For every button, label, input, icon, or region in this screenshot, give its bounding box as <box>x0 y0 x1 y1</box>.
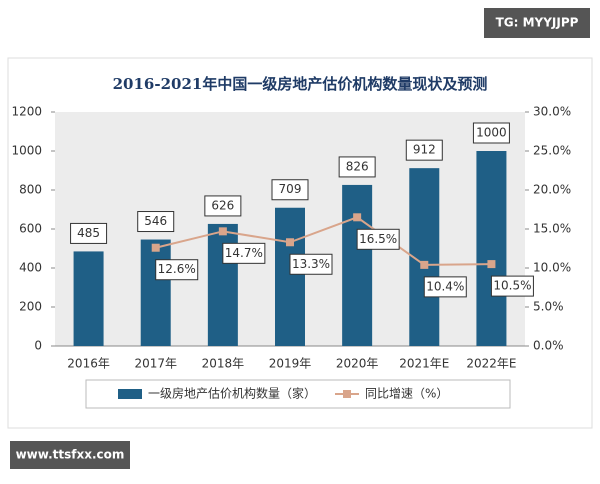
y-tick-label: 600 <box>19 222 42 236</box>
label-box <box>405 139 443 161</box>
bar <box>342 184 373 346</box>
marker <box>218 227 227 236</box>
label-box <box>271 179 309 201</box>
y2-tick-label: 15.0% <box>533 222 571 236</box>
data-label: 12.6% <box>158 262 196 276</box>
label-box <box>490 275 534 297</box>
data-label: 546 <box>144 214 167 228</box>
label-box <box>70 222 108 244</box>
y2-tick-label: 25.0% <box>533 144 571 158</box>
label-box <box>155 259 199 281</box>
x-tick-label: 2022年E <box>466 357 516 371</box>
label-box <box>222 242 266 264</box>
legend-box <box>85 379 511 409</box>
data-label: 13.3% <box>292 257 330 271</box>
label-box <box>423 276 467 298</box>
y-tick-label: 800 <box>19 183 42 197</box>
watermark: TG: MYYJJPP <box>496 16 579 30</box>
marker <box>151 243 160 252</box>
legend-swatch <box>118 389 142 399</box>
data-label: 626 <box>211 198 234 212</box>
y2-tick-label: 30.0% <box>533 105 571 119</box>
data-label: 485 <box>77 226 100 240</box>
legend-swatch <box>343 390 351 398</box>
y2-tick-label: 5.0% <box>533 300 564 314</box>
x-tick-label: 2018年 <box>202 357 245 371</box>
y-tick-label: 0 <box>34 339 42 353</box>
y2-tick-label: 20.0% <box>533 183 571 197</box>
data-label: 709 <box>279 182 302 196</box>
data-label: 912 <box>413 143 436 157</box>
legend-label: 一级房地产估价机构数量（家） <box>148 386 316 401</box>
x-tick-label: 2020年 <box>336 357 379 371</box>
bar <box>73 251 104 346</box>
watermark-box <box>10 441 130 469</box>
marker <box>487 260 496 269</box>
y-tick-label: 1200 <box>11 105 42 119</box>
x-tick-label: 2016年 <box>67 357 110 371</box>
label-box <box>204 195 242 217</box>
watermark-box <box>484 8 590 38</box>
data-label: 10.4% <box>426 279 464 293</box>
marker <box>286 238 294 247</box>
data-label: 826 <box>346 159 369 173</box>
line <box>155 216 492 266</box>
label-box <box>472 122 510 144</box>
legend-label: 同比增速（%） <box>365 387 448 401</box>
y2-tick-label: 0.0% <box>533 339 564 353</box>
bar <box>275 207 305 346</box>
marker <box>420 260 429 269</box>
label-box <box>338 156 376 178</box>
label-box <box>356 228 400 250</box>
data-label: 14.7% <box>225 246 263 260</box>
y2-tick-label: 10.0% <box>533 261 571 275</box>
data-label: 10.5% <box>493 279 531 293</box>
x-tick-label: 2017年 <box>134 357 177 371</box>
y-tick-label: 200 <box>19 300 42 314</box>
bar <box>207 223 238 346</box>
watermark: www.ttsfxx.com <box>16 448 125 462</box>
label-box <box>289 253 333 275</box>
x-tick-label: 2019年 <box>269 357 312 371</box>
bar <box>140 239 171 346</box>
data-label: 1000 <box>476 126 507 140</box>
label-box <box>137 211 175 233</box>
chart-title: 2016-2021年中国一级房地产估价机构数量现状及预测 <box>113 75 488 93</box>
data-label: 16.5% <box>359 232 397 246</box>
marker <box>353 213 362 222</box>
x-tick-label: 2021年E <box>399 357 449 371</box>
y-tick-label: 1000 <box>11 144 42 158</box>
bar <box>476 151 507 346</box>
y-tick-label: 400 <box>19 261 42 275</box>
